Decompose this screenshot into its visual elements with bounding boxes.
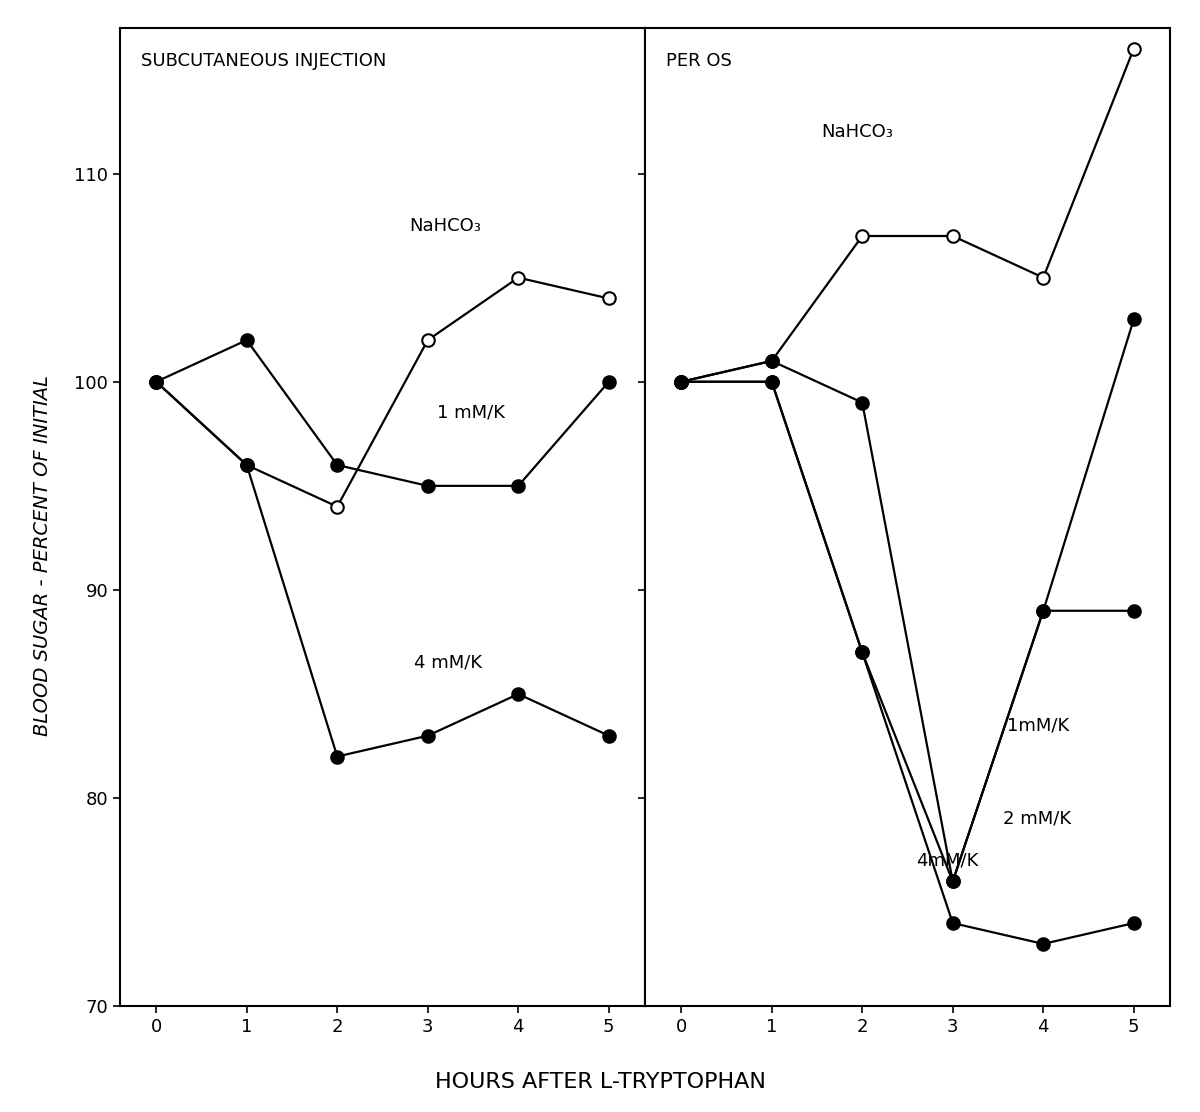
Text: SUBCUTANEOUS INJECTION: SUBCUTANEOUS INJECTION — [142, 52, 386, 70]
Text: NaHCO₃: NaHCO₃ — [822, 123, 893, 141]
Text: NaHCO₃: NaHCO₃ — [409, 217, 481, 235]
Text: 1mM/K: 1mM/K — [1007, 716, 1069, 734]
Text: 1 mM/K: 1 mM/K — [437, 404, 505, 421]
Text: 4mM/K: 4mM/K — [917, 852, 979, 870]
Text: HOURS AFTER L-TRYPTOPHAN: HOURS AFTER L-TRYPTOPHAN — [434, 1072, 766, 1092]
Text: 2 mM/K: 2 mM/K — [1002, 810, 1070, 828]
Text: PER OS: PER OS — [666, 52, 732, 70]
Text: BLOOD SUGAR - PERCENT OF INITIAL: BLOOD SUGAR - PERCENT OF INITIAL — [32, 376, 52, 736]
Text: 4 mM/K: 4 mM/K — [414, 654, 482, 672]
